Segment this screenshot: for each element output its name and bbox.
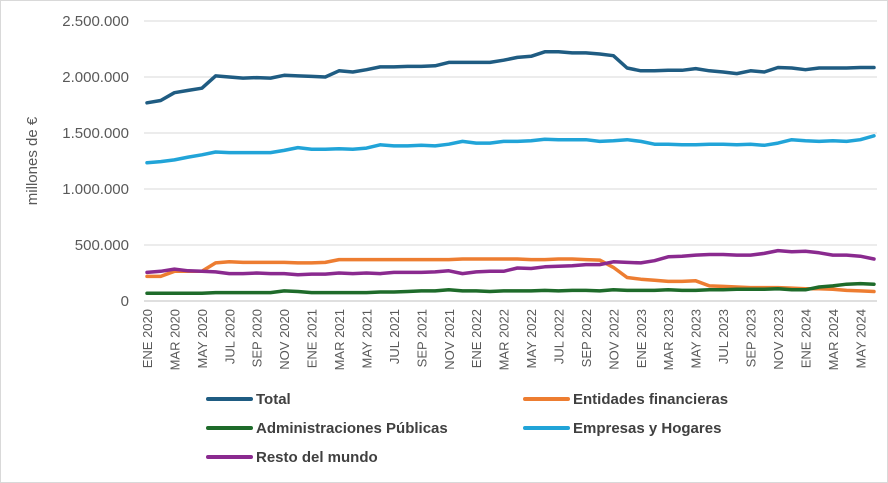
x-tick-label: MAY 2020 [195,309,210,369]
x-tick-label: JUL 2021 [387,309,402,364]
y-tick-label: 2.500.000 [62,13,129,30]
legend-label-entidades-financieras: Entidades financieras [573,391,728,408]
x-tick-label: MAR 2020 [167,309,182,370]
legend-label-empresas-y-hogares: Empresas y Hogares [573,420,721,437]
legend-label-total: Total [256,391,291,408]
x-tick-label: SEP 2020 [250,309,265,367]
x-tick-label: JUL 2020 [222,309,237,364]
y-axis-title: millones de € [24,116,41,205]
x-tick-label: ENE 2023 [634,309,649,368]
x-tick-label: MAR 2022 [497,309,512,370]
x-tick-label: MAY 2021 [359,309,374,369]
x-tick-label: SEP 2022 [579,309,594,367]
x-tick-label: MAY 2022 [524,309,539,369]
series-line-empresas-y-hogares [145,134,876,165]
y-tick-label: 1.500.000 [62,125,129,142]
y-tick-label: 1.000.000 [62,181,129,198]
x-axis-ticks: ENE 2020 MAR 2020 MAY 2020 JUL 2020 SEP 2020… [140,309,868,370]
x-tick-label: ENE 2020 [140,309,155,368]
y-tick-label: 500.000 [75,237,129,254]
x-tick-label: SEP 2021 [414,309,429,367]
legend-label-administraciones-p-blicas: Administraciones Públicas [256,420,448,437]
x-tick-label: MAR 2023 [661,309,676,370]
legend: Total Entidades financieras Administracion… [206,391,728,466]
series-line-total [145,50,876,105]
series-line-entidades-financieras [145,257,876,294]
x-tick-label: ENE 2021 [305,309,320,368]
legend-label-resto-del-mundo: Resto del mundo [256,449,378,466]
x-tick-label: NOV 2020 [277,309,292,370]
y-axis-ticks: 0 500.000 1.000.000 1.500.000 2.000.000 2.500… [62,13,129,310]
x-tick-label: ENE 2022 [469,309,484,368]
series-line-administraciones-p-blicas [145,281,876,295]
x-tick-label: JUL 2023 [716,309,731,364]
x-tick-label: NOV 2023 [771,309,786,370]
y-tick-label: 0 [121,293,129,310]
x-tick-label: NOV 2022 [606,309,621,370]
x-tick-label: JUL 2022 [552,309,567,364]
x-tick-label: MAY 2023 [689,309,704,369]
x-tick-label: MAR 2024 [826,309,841,370]
x-tick-label: NOV 2021 [442,309,457,370]
x-tick-label: ENE 2024 [798,309,813,368]
series-line-resto-del-mundo [145,248,876,277]
series-lines [145,50,876,295]
x-tick-label: MAY 2024 [853,309,868,369]
x-tick-label: MAR 2021 [332,309,347,370]
x-tick-label: SEP 2023 [744,309,759,367]
y-tick-label: 2.000.000 [62,69,129,86]
